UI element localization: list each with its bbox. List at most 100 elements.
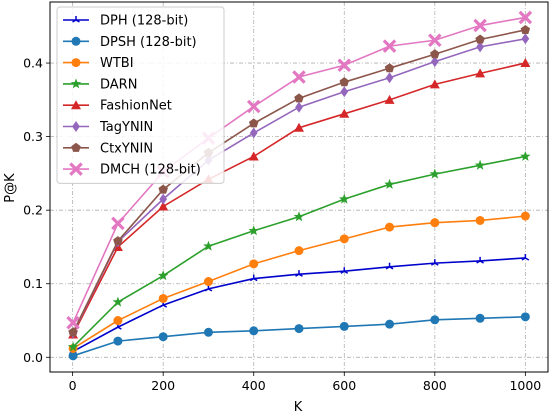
data-point — [430, 56, 439, 68]
legend-marker — [71, 142, 81, 152]
data-point — [248, 118, 259, 128]
x-axis-title: K — [294, 400, 303, 412]
data-point — [520, 150, 531, 161]
legend-label: TagYNIN — [99, 120, 153, 135]
data-point — [339, 108, 350, 118]
legend-label: DPSH (128-bit) — [100, 35, 197, 50]
x-tick-label: 200 — [151, 378, 175, 393]
data-point — [339, 321, 349, 331]
data-point — [157, 270, 169, 281]
data-point — [295, 101, 303, 113]
x-tick-label: 1000 — [509, 378, 541, 393]
data-point — [294, 93, 304, 103]
data-point — [384, 178, 395, 189]
data-point — [158, 201, 169, 211]
data-point — [159, 193, 168, 205]
x-tick-label: 400 — [242, 378, 266, 393]
data-point — [520, 24, 531, 34]
data-point — [339, 234, 349, 244]
data-point — [430, 49, 440, 59]
data-point — [113, 316, 123, 326]
data-point — [68, 327, 78, 337]
data-point — [520, 211, 530, 221]
data-point — [340, 267, 349, 274]
data-point — [337, 58, 352, 73]
legend-marker — [72, 121, 80, 132]
y-axis-title: P@K — [3, 173, 18, 203]
data-point — [475, 313, 485, 323]
legend-entry: DARN — [63, 77, 137, 92]
data-point — [473, 18, 487, 33]
data-point — [475, 215, 485, 225]
data-point — [249, 274, 258, 282]
legend-entry: FashionNet — [63, 99, 172, 114]
series-line — [72, 316, 526, 357]
legend-entry: WTBI — [63, 56, 134, 71]
data-point — [203, 327, 213, 337]
data-point — [430, 259, 439, 266]
data-point — [292, 70, 306, 84]
data-point — [520, 312, 530, 322]
data-point — [429, 79, 440, 89]
data-point — [294, 324, 304, 334]
data-point — [385, 262, 394, 270]
data-point — [384, 94, 395, 104]
data-point — [67, 341, 79, 352]
legend-marker — [71, 58, 81, 68]
data-point — [294, 122, 304, 132]
data-point — [158, 332, 168, 342]
series-1 — [68, 312, 530, 361]
legend-entry: DMCH (128-bit) — [63, 162, 201, 178]
legend-marker — [71, 36, 81, 46]
legend-label: FashionNet — [100, 99, 172, 114]
data-point — [428, 33, 442, 48]
data-point — [475, 68, 486, 78]
data-point — [521, 253, 530, 261]
data-point — [520, 58, 531, 68]
data-point — [385, 222, 395, 232]
data-point — [295, 270, 303, 277]
legend-entry: DPH (128-bit) — [63, 14, 188, 29]
x-axis-ticks: 0 200 400 600 800 1000 — [69, 372, 541, 393]
data-point — [246, 99, 261, 114]
data-point — [429, 168, 441, 179]
legend-label: DMCH (128-bit) — [100, 163, 201, 178]
x-tick-label: 800 — [423, 378, 447, 393]
data-point — [430, 315, 440, 325]
data-point — [384, 63, 395, 73]
legend-label: DPH (128-bit) — [100, 14, 188, 29]
data-point — [203, 240, 214, 251]
data-point — [112, 296, 124, 307]
data-point — [521, 33, 530, 45]
legend-label: DARN — [100, 77, 137, 92]
data-point — [430, 218, 440, 228]
data-point — [339, 193, 350, 204]
data-point — [249, 326, 259, 336]
legend: DPH (128-bit) DPSH (128-bit) WTBI DARN Fashi… — [56, 6, 225, 184]
data-point — [293, 211, 305, 222]
legend-box — [56, 6, 225, 184]
data-point — [113, 336, 123, 346]
legend-entry: TagYNIN — [63, 120, 153, 135]
y-tick-label: 0.1 — [23, 276, 43, 291]
series-3 — [67, 150, 531, 352]
data-point — [158, 293, 168, 303]
data-point — [475, 34, 485, 44]
legend-label: WTBI — [100, 56, 134, 71]
data-point — [248, 225, 259, 236]
legend-entry: CtxYNIN — [63, 141, 153, 156]
data-point — [382, 39, 397, 53]
data-point — [249, 127, 258, 139]
data-point — [474, 159, 486, 170]
data-point — [248, 151, 259, 161]
legend-marker — [69, 162, 83, 176]
y-tick-label: 0.2 — [23, 203, 43, 218]
y-tick-label: 0.3 — [23, 129, 43, 144]
data-point — [476, 256, 484, 264]
data-point — [476, 41, 484, 53]
data-point — [66, 315, 80, 330]
legend-entry: DPSH (128-bit) — [63, 35, 197, 50]
data-point — [68, 351, 78, 361]
legend-marker — [70, 78, 82, 89]
